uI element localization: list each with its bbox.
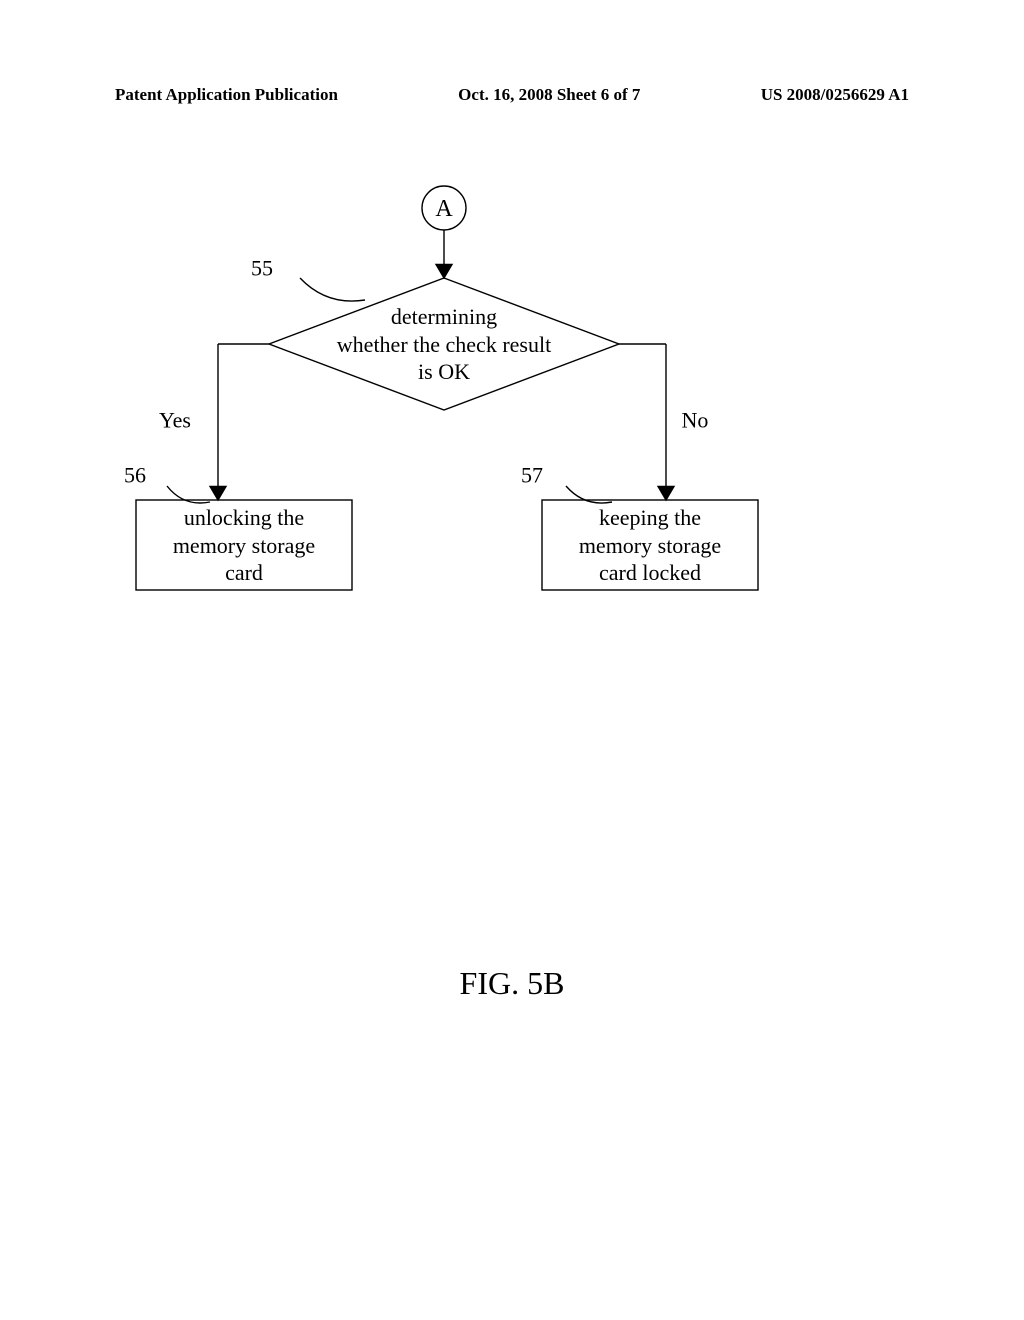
figure-caption: FIG. 5B — [0, 965, 1024, 1002]
flowchart-svg — [0, 0, 1024, 1320]
connector-a-label: A — [424, 194, 464, 224]
ref-55: 55 — [237, 254, 287, 282]
ref-56: 56 — [110, 461, 160, 489]
edge-no-label: No — [665, 406, 725, 434]
edge-yes-label: Yes — [145, 406, 205, 434]
process-box-left-text: unlocking thememory storagecard — [140, 504, 348, 587]
decision-text: determiningwhether the check resultis OK — [294, 303, 594, 386]
page: Patent Application Publication Oct. 16, … — [0, 0, 1024, 1320]
process-box-right-text: keeping thememory storagecard locked — [546, 504, 754, 587]
ref-57: 57 — [507, 461, 557, 489]
